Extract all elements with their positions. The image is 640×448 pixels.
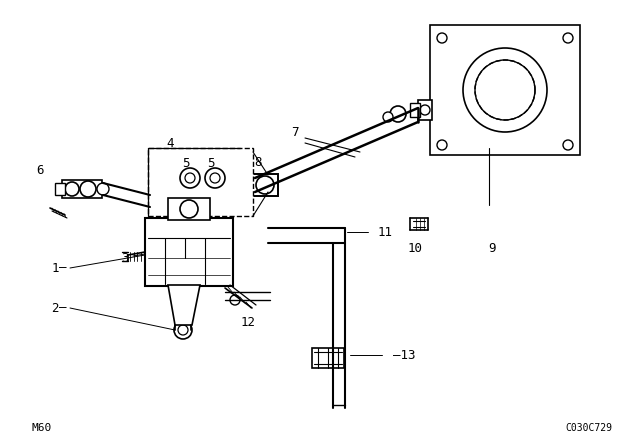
Circle shape xyxy=(256,176,274,194)
Circle shape xyxy=(230,295,240,305)
Text: M60: M60 xyxy=(32,423,52,433)
Text: –: – xyxy=(60,262,67,275)
Text: 9: 9 xyxy=(488,241,496,254)
Circle shape xyxy=(210,173,220,183)
Text: 5: 5 xyxy=(207,156,215,169)
Bar xyxy=(418,100,432,120)
Bar xyxy=(148,148,253,216)
Circle shape xyxy=(475,60,535,120)
Circle shape xyxy=(80,181,96,197)
Circle shape xyxy=(383,112,393,122)
Bar xyxy=(145,218,233,286)
Bar xyxy=(312,348,344,368)
Circle shape xyxy=(463,48,547,132)
Bar xyxy=(62,180,102,198)
Text: 3: 3 xyxy=(121,251,129,264)
Text: –: – xyxy=(60,302,67,314)
Circle shape xyxy=(174,321,192,339)
Circle shape xyxy=(563,140,573,150)
Circle shape xyxy=(420,105,430,115)
Circle shape xyxy=(178,325,188,335)
Text: 11: 11 xyxy=(378,225,393,238)
Bar xyxy=(168,198,210,220)
Circle shape xyxy=(65,182,79,196)
Circle shape xyxy=(563,33,573,43)
Text: 12: 12 xyxy=(241,315,255,328)
Text: 10: 10 xyxy=(408,241,422,254)
Bar xyxy=(55,183,65,195)
Text: 7: 7 xyxy=(291,125,299,138)
Circle shape xyxy=(437,33,447,43)
Bar xyxy=(430,25,580,155)
Text: C030C729: C030C729 xyxy=(565,423,612,433)
Circle shape xyxy=(390,106,406,122)
Text: 4: 4 xyxy=(166,137,173,150)
Bar xyxy=(410,103,420,117)
Text: 8: 8 xyxy=(254,155,262,168)
Text: 1: 1 xyxy=(51,262,59,275)
Text: 5: 5 xyxy=(182,156,189,169)
Circle shape xyxy=(205,168,225,188)
Polygon shape xyxy=(168,285,200,325)
Circle shape xyxy=(180,168,200,188)
Text: 2: 2 xyxy=(51,302,59,314)
Circle shape xyxy=(185,173,195,183)
Text: –13: –13 xyxy=(393,349,415,362)
Circle shape xyxy=(437,140,447,150)
Circle shape xyxy=(97,183,109,195)
Circle shape xyxy=(180,200,198,218)
Text: 6: 6 xyxy=(36,164,44,177)
Bar xyxy=(252,174,278,196)
